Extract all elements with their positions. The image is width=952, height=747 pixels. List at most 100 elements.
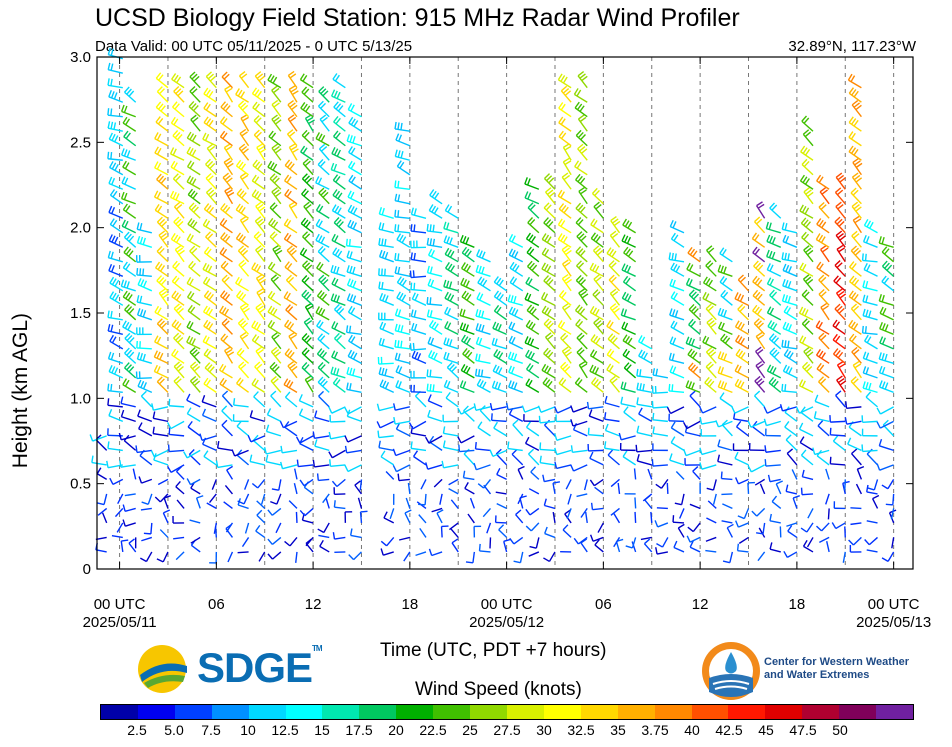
wind-barb — [489, 449, 507, 457]
wind-barb — [443, 337, 459, 350]
wind-barb — [167, 444, 185, 453]
wind-barb-feather — [818, 289, 825, 295]
wind-barb-feather — [317, 177, 323, 185]
wind-barb-feather — [247, 435, 252, 443]
wind-barb-shaft — [137, 358, 153, 365]
wind-barb-feather — [834, 321, 841, 328]
wind-barb-feather — [706, 378, 713, 386]
wind-barb-feather — [301, 173, 308, 180]
wind-barb — [235, 276, 249, 292]
wind-barb-feather — [400, 340, 403, 348]
wind-barb-shaft — [701, 449, 717, 456]
wind-barb-feather — [220, 203, 226, 210]
wind-barb-feather — [286, 321, 292, 328]
wind-barb-shaft — [530, 522, 540, 532]
wind-barb-shaft — [429, 441, 443, 451]
wind-barb-feather — [394, 339, 397, 348]
wind-barb-shaft — [539, 448, 556, 452]
wind-barb — [107, 398, 123, 408]
wind-barb — [781, 252, 798, 263]
wind-barb-shaft — [572, 420, 588, 427]
wind-barb-feather — [450, 265, 456, 272]
wind-barb-feather — [554, 433, 558, 441]
wind-barb — [427, 278, 443, 292]
wind-barb-feather — [350, 351, 355, 359]
wind-barb — [136, 308, 153, 321]
wind-barb-shaft — [318, 279, 330, 292]
wind-barb — [348, 116, 362, 132]
wind-barb-feather — [481, 251, 486, 259]
wind-barb-feather — [318, 205, 324, 213]
wind-barb-shaft — [109, 282, 124, 292]
wind-barb-shaft — [227, 551, 234, 563]
wind-barb — [286, 245, 298, 263]
wind-barb — [507, 441, 523, 452]
wind-barb — [734, 451, 749, 466]
wind-barb-shaft — [762, 522, 766, 534]
wind-barb-feather — [176, 293, 182, 301]
colorbar-label: 7.5 — [201, 722, 221, 738]
wind-barb-feather — [223, 73, 230, 80]
wind-barb-shaft — [116, 522, 124, 533]
wind-barb-shaft — [427, 284, 443, 292]
wind-barb-shaft — [775, 483, 782, 495]
wind-barb-feather — [397, 353, 401, 361]
wind-barb-feather — [621, 263, 626, 271]
wind-barb-feather — [480, 369, 484, 377]
wind-barb-feather — [595, 276, 602, 283]
wind-barb — [254, 216, 266, 234]
wind-barb-feather — [784, 340, 787, 348]
wind-barb — [521, 405, 540, 413]
wind-barb — [171, 275, 185, 292]
wind-barb-feather — [427, 336, 432, 344]
wind-barb-shaft — [476, 464, 491, 471]
wind-barb-shaft — [528, 551, 540, 557]
wind-barb — [380, 536, 395, 547]
x-tick-sublabel: 2025/05/11 — [83, 614, 157, 631]
wind-barb — [260, 493, 266, 505]
wind-barb-feather — [111, 366, 116, 374]
wind-barb-feather — [257, 163, 263, 170]
wind-barb-feather — [270, 321, 276, 329]
wind-barb-feather — [301, 275, 308, 282]
wind-barb — [597, 522, 604, 533]
wind-barb-feather — [459, 322, 464, 330]
wind-barb-feather — [881, 353, 885, 361]
wind-barb-shaft — [705, 265, 717, 277]
wind-barb-feather — [413, 310, 417, 318]
wind-barb — [120, 148, 136, 161]
wind-barb-shaft — [786, 452, 798, 466]
wind-barb-shaft — [686, 283, 701, 292]
wind-barb-shaft — [879, 342, 894, 350]
wind-barb-feather — [624, 322, 629, 330]
wind-barb — [734, 477, 749, 485]
wind-barb — [799, 204, 814, 219]
wind-barb-feather — [805, 247, 812, 253]
wind-barb-feather — [301, 86, 308, 93]
wind-barb-feather — [349, 221, 355, 228]
wind-barb — [462, 348, 475, 364]
wind-barb-feather — [851, 262, 857, 270]
wind-barb-feather — [170, 160, 176, 168]
wind-barb-shaft — [317, 367, 330, 379]
wind-barb-feather — [288, 247, 295, 254]
wind-barb — [717, 366, 733, 379]
wind-barb-feather — [137, 379, 142, 387]
wind-barb-shaft — [801, 120, 814, 132]
wind-barb-shaft — [237, 322, 250, 335]
wind-barb-feather — [547, 322, 554, 329]
wind-barb-feather — [787, 253, 790, 261]
wind-barb-feather — [772, 323, 778, 331]
wind-barb — [878, 294, 894, 306]
wind-barb-feather — [527, 448, 535, 455]
wind-barb-feather — [429, 266, 433, 274]
colorbar-label: 3.75 — [641, 722, 669, 738]
wind-barb-feather — [284, 348, 290, 355]
wind-barb-feather — [595, 204, 602, 210]
wind-barb-shaft — [203, 383, 217, 393]
wind-barb-feather — [189, 86, 196, 92]
wind-barb-feather — [188, 336, 194, 344]
wind-barb-feather — [739, 294, 745, 302]
wind-barb-shaft — [769, 207, 782, 219]
wind-barb-shaft — [251, 339, 266, 350]
